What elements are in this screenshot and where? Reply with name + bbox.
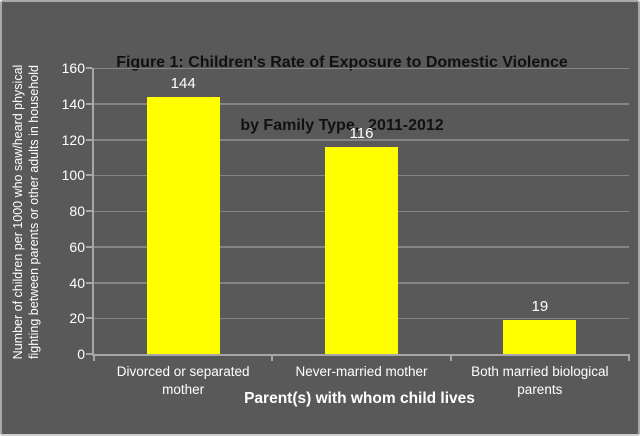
y-axis-tick-mark — [86, 102, 92, 105]
x-axis-tick-mark — [449, 354, 452, 361]
x-axis-category-label: Never-married mother — [295, 364, 428, 379]
y-axis-tick-label: 60 — [69, 238, 85, 255]
bar — [146, 96, 220, 354]
gridline — [94, 139, 629, 141]
gridline — [94, 103, 629, 105]
bar — [503, 320, 577, 354]
chart-title-line2: by Family Type, 2011-2012 — [240, 117, 444, 134]
y-axis-tick-label: 80 — [69, 203, 85, 219]
y-axis-tick-label: 140 — [61, 95, 85, 112]
x-axis-tick-mark — [271, 354, 274, 361]
x-axis-title: Parent(s) with whom child lives — [244, 390, 475, 407]
bar-value-label: 19 — [531, 298, 549, 316]
x-axis-category-label: Divorced or separated mother — [116, 364, 250, 397]
bar-value-label: 116 — [349, 124, 374, 142]
y-axis-tick-label: 120 — [61, 131, 85, 148]
x-axis-tick-mark — [628, 354, 630, 361]
y-axis-tick-label: 0 — [77, 346, 85, 362]
y-axis-tick-mark — [86, 281, 92, 284]
chart-title-line1: Figure 1: Children's Rate of Exposure to… — [116, 54, 568, 71]
y-axis-tick-mark — [86, 67, 92, 69]
y-axis-tick-mark — [86, 245, 92, 248]
gridline — [94, 67, 629, 69]
y-axis-tick-label: 100 — [61, 167, 85, 184]
chart-title: Figure 1: Children's Rate of Exposure to… — [62, 10, 622, 178]
x-axis-category-label: Both married biological parents — [471, 364, 609, 397]
y-axis-tick-mark — [86, 317, 92, 320]
y-axis-tick-mark — [86, 138, 92, 141]
y-axis-tick-label: 40 — [69, 274, 85, 291]
bar — [325, 146, 398, 354]
x-axis-tick-mark — [93, 354, 95, 361]
y-axis-tick-mark — [86, 210, 92, 212]
y-axis-tick-label: 160 — [61, 60, 85, 76]
plot-area: 144 116 19 — [92, 67, 630, 361]
y-axis-tick-label: 20 — [69, 310, 85, 327]
y-axis-tick-mark — [86, 353, 92, 355]
bar-value-label: 144 — [170, 74, 196, 92]
y-axis-tick-mark — [86, 174, 92, 177]
